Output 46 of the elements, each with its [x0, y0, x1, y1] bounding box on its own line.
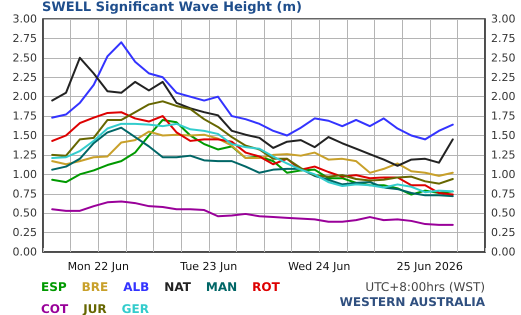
y-tick-label: 2.75: [12, 32, 37, 45]
text: GER: [122, 302, 149, 315]
text: ALB: [123, 280, 150, 294]
y-tick-label: 3.00: [12, 12, 37, 26]
line-series: [51, 56, 454, 167]
y2-tick-label: 0.50: [491, 206, 516, 220]
y-tick-label: 0.25: [12, 226, 37, 240]
x-tick-label: 25 Jun 2026: [396, 260, 463, 273]
line-series: [51, 100, 454, 185]
line-series: [51, 41, 454, 140]
x-tick-label: Tue 23 Jun: [179, 260, 238, 273]
y-tick-label: 2.25: [12, 70, 37, 84]
y2-tick-label: 2.75: [491, 32, 516, 45]
y2-tick-label: 2.25: [491, 70, 516, 84]
y-tick-label: 2.50: [12, 51, 37, 64]
x-tick-label: Mon 22 Jun: [68, 260, 129, 273]
text: NAT: [164, 280, 192, 294]
y2-tick-label: 1.75: [491, 110, 516, 123]
y2-tick-label: 0.25: [491, 226, 516, 240]
text: ESP: [41, 280, 67, 294]
text: ROT: [252, 280, 281, 294]
y-tick-label: 1.00: [12, 168, 37, 181]
y-tick-label: 0.00: [12, 246, 37, 258]
y-tick-label: 1.75: [12, 110, 37, 123]
y2-tick-label: 0.75: [491, 187, 516, 200]
x-tick-label: Wed 24 Jun: [288, 260, 350, 273]
line-series: [51, 200, 454, 226]
y2-tick-label: 1.25: [491, 148, 516, 162]
text: BRE: [82, 280, 108, 294]
text: UTC+8:00hrs (WST): [365, 280, 485, 294]
chart-title: SWELL Significant Wave Height (m): [42, 0, 302, 15]
y2-tick-label: 1.00: [491, 168, 516, 181]
y2-tick-label: 2.50: [491, 51, 516, 64]
y2-tick-label: 1.50: [491, 129, 516, 142]
y-tick-label: 0.75: [12, 187, 37, 200]
text: COT: [41, 302, 70, 315]
y2-tick-label: 0.00: [491, 246, 516, 258]
line-series: [51, 130, 454, 177]
text: WESTERN AUSTRALIA: [340, 295, 486, 309]
text: MAN: [206, 280, 238, 294]
y-tick-label: 2.00: [12, 90, 37, 104]
y-tick-label: 0.50: [12, 206, 37, 220]
y-tick-label: 1.50: [12, 129, 37, 142]
y-tick-label: 1.25: [12, 148, 37, 162]
y2-tick-label: 2.00: [491, 90, 516, 104]
y2-tick-label: 3.00: [491, 12, 516, 26]
